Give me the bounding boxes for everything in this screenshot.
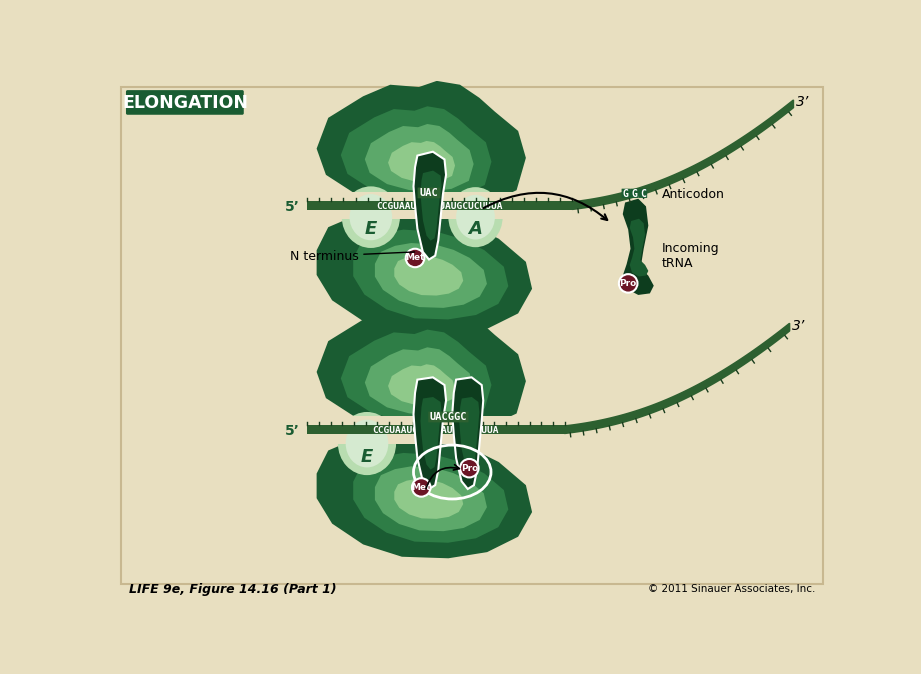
- Polygon shape: [341, 330, 492, 423]
- Polygon shape: [414, 377, 446, 489]
- Ellipse shape: [342, 187, 400, 248]
- Circle shape: [412, 478, 430, 497]
- Text: Pro: Pro: [620, 279, 636, 288]
- Text: LIFE 9e, Figure 14.16 (Part 1): LIFE 9e, Figure 14.16 (Part 1): [129, 582, 337, 596]
- Text: © 2011 Sinauer Associates, Inc.: © 2011 Sinauer Associates, Inc.: [647, 584, 815, 594]
- Ellipse shape: [338, 412, 396, 475]
- Ellipse shape: [456, 195, 495, 239]
- Text: 3’: 3’: [792, 319, 805, 333]
- Text: C: C: [640, 189, 646, 199]
- FancyBboxPatch shape: [622, 189, 630, 198]
- Polygon shape: [375, 466, 487, 531]
- Polygon shape: [421, 171, 442, 241]
- Polygon shape: [388, 364, 455, 406]
- FancyBboxPatch shape: [417, 187, 440, 198]
- Text: G: G: [632, 189, 637, 199]
- Polygon shape: [452, 377, 484, 489]
- Text: G: G: [623, 189, 629, 199]
- Text: Met: Met: [412, 483, 431, 492]
- Polygon shape: [317, 210, 532, 335]
- Polygon shape: [388, 141, 455, 183]
- FancyBboxPatch shape: [630, 189, 638, 198]
- Circle shape: [406, 249, 425, 267]
- Polygon shape: [317, 304, 526, 433]
- Text: E: E: [361, 448, 373, 466]
- Polygon shape: [623, 199, 654, 295]
- Ellipse shape: [449, 187, 503, 247]
- Ellipse shape: [345, 420, 389, 468]
- Text: ELONGATION: ELONGATION: [122, 94, 248, 112]
- FancyBboxPatch shape: [428, 412, 469, 423]
- Polygon shape: [317, 81, 526, 210]
- Text: 5’: 5’: [285, 424, 299, 438]
- Text: N terminus: N terminus: [289, 249, 414, 262]
- Ellipse shape: [350, 194, 392, 240]
- Polygon shape: [365, 347, 473, 415]
- Polygon shape: [414, 152, 446, 259]
- Text: Pro: Pro: [460, 464, 478, 472]
- Text: Anticodon: Anticodon: [661, 188, 725, 202]
- Bar: [308, 202, 572, 210]
- Polygon shape: [354, 453, 508, 543]
- Polygon shape: [421, 397, 442, 470]
- Polygon shape: [375, 243, 487, 308]
- Bar: [297, 416, 553, 443]
- Polygon shape: [354, 230, 508, 319]
- Text: CCGUAAUGCCGUAUGCUCUUUA: CCGUAAUGCCGUAUGCUCUUUA: [377, 202, 503, 211]
- Polygon shape: [317, 433, 532, 558]
- Polygon shape: [394, 479, 463, 519]
- FancyBboxPatch shape: [126, 90, 244, 115]
- Text: UAC: UAC: [420, 188, 438, 198]
- Text: 5’: 5’: [285, 200, 299, 214]
- FancyBboxPatch shape: [122, 87, 822, 584]
- Text: UACGGC: UACGGC: [429, 412, 467, 423]
- Text: A: A: [469, 220, 483, 238]
- Text: CCGUAAUGCCGUAUGCUCUUUA: CCGUAAUGCCGUAUGCUCUUUA: [373, 427, 499, 435]
- Polygon shape: [394, 255, 463, 296]
- Circle shape: [619, 274, 637, 293]
- Bar: [301, 192, 549, 220]
- Polygon shape: [460, 397, 479, 470]
- Circle shape: [460, 459, 479, 477]
- Text: Met: Met: [405, 253, 425, 262]
- Bar: [308, 425, 565, 434]
- Polygon shape: [341, 106, 492, 200]
- Polygon shape: [365, 124, 473, 191]
- Text: E: E: [365, 220, 377, 238]
- Text: Incoming
tRNA: Incoming tRNA: [661, 243, 719, 270]
- FancyBboxPatch shape: [638, 189, 647, 198]
- Polygon shape: [630, 218, 648, 276]
- Text: 3’: 3’: [796, 96, 809, 109]
